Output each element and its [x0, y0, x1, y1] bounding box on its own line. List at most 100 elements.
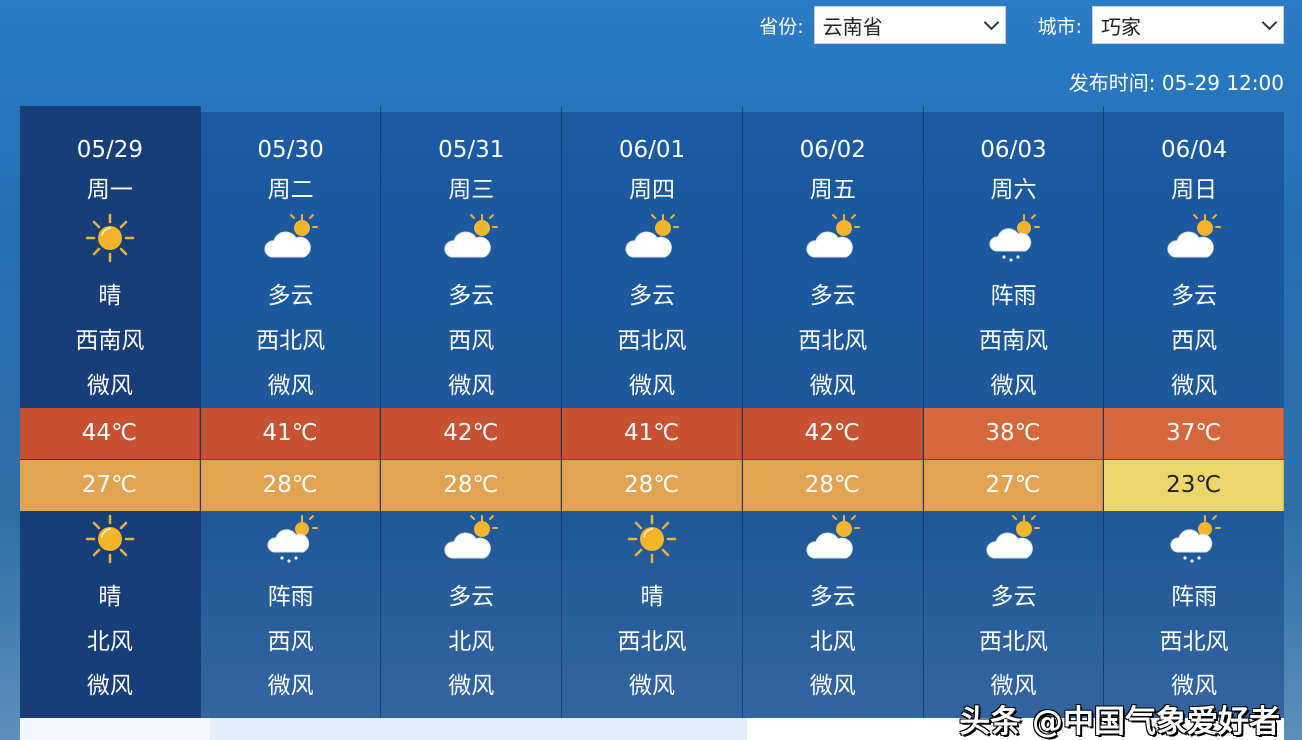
weekday: 周日 [1171, 177, 1218, 203]
tab-strip-selected [20, 718, 210, 740]
tab-strip [747, 718, 1284, 740]
day-column[interactable]: 06/02 周五 多云 西北风 微风 42℃ 28℃ 多云 北风 微风 [741, 106, 923, 718]
night-wind-direction: 西北风 [617, 629, 687, 655]
day-weather: 多云 [448, 283, 495, 309]
day-wind-level: 微风 [86, 373, 133, 399]
day-column[interactable]: 05/29 周一 晴 西南风 微风 44℃ 27℃ 晴 北风 微风 [20, 106, 200, 734]
day-wind-level: 微风 [990, 373, 1037, 399]
publish-time: 发布时间: 05-29 12:00 [1068, 71, 1284, 95]
day-wind-direction: 西南风 [75, 328, 145, 354]
day-column[interactable]: 05/30 周二 多云 西北风 微风 41℃ 28℃ 阵雨 西风 微风 [199, 106, 381, 718]
date: 06/02 [799, 137, 866, 163]
high-temperature: 42℃ [742, 408, 923, 459]
date: 06/01 [618, 137, 686, 163]
high-temperature: 42℃ [381, 408, 562, 459]
low-temperature: 28℃ [200, 460, 381, 511]
day-weather: 阵雨 [990, 283, 1037, 309]
weekday: 周二 [267, 177, 314, 203]
province-label: 省份: [759, 15, 804, 38]
city-select[interactable]: 巧家 [1092, 6, 1284, 44]
date: 06/03 [980, 137, 1047, 163]
sun-icon [625, 512, 679, 566]
rain-icon [1167, 512, 1222, 566]
day-weather: 多云 [629, 283, 676, 309]
sun-icon [83, 211, 137, 265]
province-value: 云南省 [822, 14, 883, 39]
date: 05/29 [76, 137, 143, 163]
day-wind-level: 微风 [448, 373, 495, 399]
cloud-sun-icon [1167, 211, 1222, 265]
night-weather: 晴 [98, 584, 122, 610]
date: 05/30 [257, 137, 324, 163]
night-wind-level: 微风 [1171, 673, 1218, 699]
sun-icon [83, 512, 137, 566]
day-wind-level: 微风 [267, 373, 314, 399]
rain-icon [986, 211, 1041, 265]
tab-strip [210, 718, 747, 740]
province-select[interactable]: 云南省 [813, 6, 1006, 44]
day-column[interactable]: 06/01 周四 多云 西北风 微风 41℃ 28℃ 晴 西北风 微风 [561, 106, 742, 718]
night-weather: 阵雨 [267, 584, 314, 610]
day-wind-level: 微风 [1171, 373, 1218, 399]
high-temperature: 41℃ [562, 408, 742, 459]
day-wind-direction: 西北风 [617, 328, 687, 354]
night-wind-direction: 西北风 [1159, 629, 1229, 655]
cloud-sun-icon [806, 211, 860, 265]
night-wind-level: 微风 [267, 673, 314, 699]
night-wind-level: 微风 [448, 673, 495, 699]
chevron-down-icon [983, 14, 999, 30]
night-wind-level: 微风 [990, 673, 1037, 699]
night-wind-direction: 西北风 [978, 629, 1048, 655]
night-weather: 阵雨 [1171, 584, 1218, 610]
low-temperature: 28℃ [742, 460, 923, 511]
cloud-sun-icon [264, 211, 318, 265]
city-value: 巧家 [1101, 14, 1141, 39]
day-wind-direction: 西北风 [256, 328, 326, 354]
weekday: 周五 [809, 177, 856, 203]
forecast-columns: 05/29 周一 晴 西南风 微风 44℃ 27℃ 晴 北风 微风 05/30 … [20, 106, 1285, 734]
low-temperature: 27℃ [923, 460, 1104, 511]
high-temperature: 41℃ [200, 408, 381, 459]
high-temperature: 44℃ [20, 408, 200, 459]
day-column[interactable]: 05/31 周三 多云 西风 微风 42℃ 28℃ 多云 北风 微风 [380, 106, 562, 718]
date: 06/04 [1161, 137, 1228, 163]
night-wind-level: 微风 [629, 673, 676, 699]
day-column[interactable]: 06/03 周六 阵雨 西南风 微风 38℃ 27℃ 多云 西北风 微风 [922, 106, 1104, 718]
day-weather: 多云 [1171, 283, 1218, 309]
cloud-sun-icon [444, 512, 499, 566]
night-weather: 晴 [640, 584, 664, 610]
weekday: 周三 [448, 177, 495, 203]
night-wind-direction: 北风 [809, 629, 856, 655]
night-wind-level: 微风 [86, 673, 133, 699]
day-wind-direction: 西南风 [978, 328, 1048, 354]
weekday: 周四 [629, 177, 676, 203]
high-temperature: 37℃ [1104, 408, 1285, 459]
chevron-down-icon [1261, 14, 1278, 30]
day-weather: 多云 [267, 283, 314, 309]
cloud-sun-icon [986, 512, 1041, 566]
date: 05/31 [438, 137, 505, 163]
city-label: 城市: [1037, 15, 1082, 38]
weekday: 周六 [990, 177, 1037, 203]
night-wind-level: 微风 [809, 673, 856, 699]
low-temperature: 23℃ [1104, 460, 1285, 511]
low-temperature: 28℃ [381, 460, 562, 511]
day-column[interactable]: 06/04 周日 多云 西风 微风 37℃ 23℃ 阵雨 西北风 微风 [1103, 106, 1285, 718]
night-weather: 多云 [448, 584, 495, 610]
day-wind-level: 微风 [629, 373, 676, 399]
day-wind-direction: 西风 [448, 328, 495, 354]
day-wind-direction: 西北风 [798, 328, 868, 354]
night-wind-direction: 北风 [448, 629, 495, 655]
day-wind-level: 微风 [809, 373, 856, 399]
location-selector: 省份: 云南省 城市: 巧家 [759, 6, 1284, 44]
day-wind-direction: 西风 [1171, 328, 1218, 354]
night-weather: 多云 [990, 584, 1037, 610]
cloud-sun-icon [444, 211, 499, 265]
watermark: 头条 @中国气象爱好者 [959, 704, 1280, 740]
day-weather: 晴 [98, 283, 122, 309]
night-weather: 多云 [809, 584, 856, 610]
night-wind-direction: 西风 [267, 629, 314, 655]
night-wind-direction: 北风 [86, 629, 133, 655]
low-temperature: 28℃ [562, 460, 742, 511]
high-temperature: 38℃ [923, 408, 1104, 459]
